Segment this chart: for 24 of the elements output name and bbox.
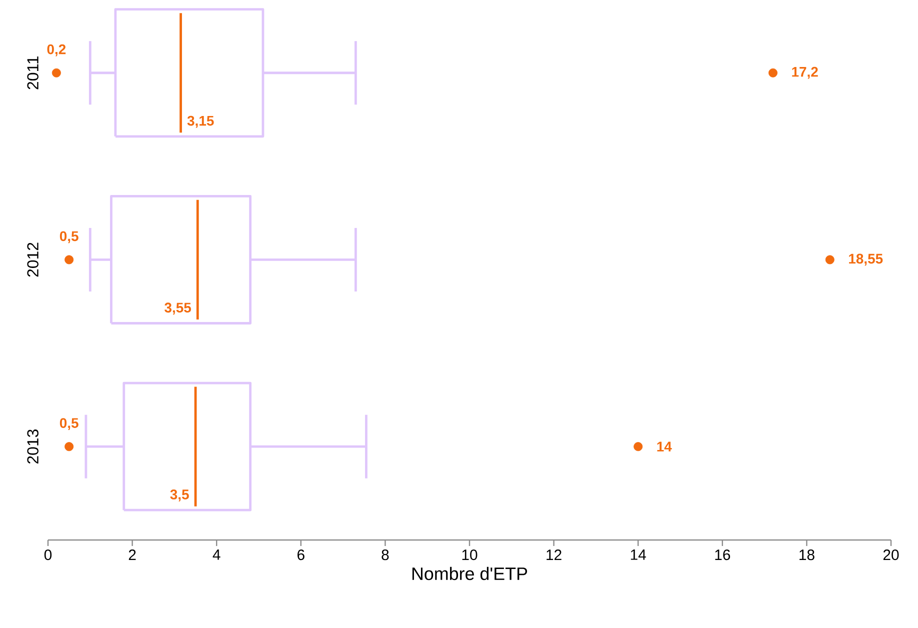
y-tick-label: 2012 — [27, 242, 38, 277]
annotation: 0,5 — [60, 418, 78, 430]
annotation: 18,55 — [849, 254, 883, 266]
x-tick-label: 4 — [212, 550, 220, 560]
annotation: 3,5 — [170, 490, 189, 502]
x-tick-label: 0 — [44, 550, 52, 560]
annotation: 17,2 — [792, 66, 818, 79]
x-tick-label: 8 — [382, 550, 389, 560]
y-tick-label: 2013 — [27, 430, 38, 464]
x-tick-label: 14 — [630, 550, 646, 560]
x-tick-label: 10 — [462, 550, 478, 560]
x-tick-label: 2 — [128, 550, 136, 560]
annotation: 0,2 — [47, 44, 66, 56]
x-tick-label: 20 — [883, 550, 899, 560]
x-tick-label: 12 — [546, 550, 562, 560]
x-tick-label: 6 — [298, 550, 304, 560]
x-tick-label: 18 — [800, 550, 814, 560]
annotation: 3,15 — [187, 116, 214, 128]
annotation: 0,5 — [60, 231, 78, 244]
annotation: 3,55 — [164, 302, 191, 315]
annotation: 14 — [657, 442, 672, 452]
x-tick-label: 16 — [715, 550, 730, 560]
y-tick-label: 2011 — [27, 56, 38, 90]
x-axis-title: Nombre d'ETP — [412, 566, 528, 580]
